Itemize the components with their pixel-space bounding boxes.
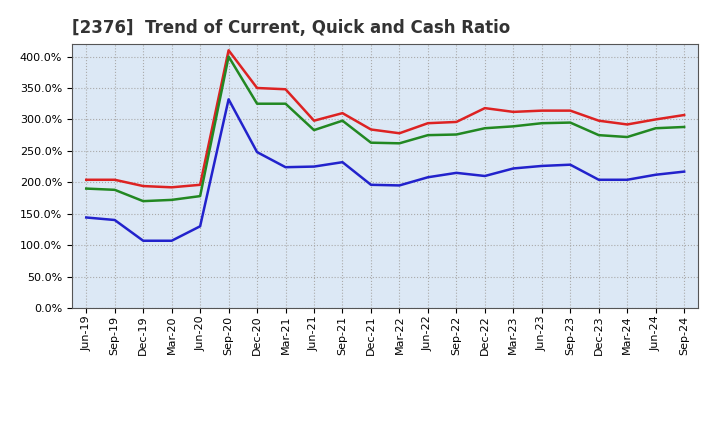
Cash Ratio [338,160,347,165]
Quick Ratio [167,197,176,202]
Quick Ratio [509,124,518,129]
Current Ratio [282,87,290,92]
Current Ratio [680,112,688,117]
Cash Ratio [196,224,204,229]
Cash Ratio [423,175,432,180]
Cash Ratio [82,215,91,220]
Quick Ratio [139,198,148,204]
Current Ratio [366,127,375,132]
Quick Ratio [196,194,204,199]
Current Ratio [110,177,119,183]
Quick Ratio [680,125,688,130]
Cash Ratio [537,163,546,169]
Quick Ratio [452,132,461,137]
Cash Ratio [509,166,518,171]
Current Ratio [82,177,91,183]
Current Ratio [196,182,204,187]
Current Ratio [480,106,489,111]
Line: Current Ratio: Current Ratio [86,50,684,187]
Quick Ratio [423,132,432,138]
Current Ratio [395,131,404,136]
Cash Ratio [139,238,148,243]
Current Ratio [595,118,603,123]
Current Ratio [310,118,318,123]
Cash Ratio [652,172,660,177]
Cash Ratio [566,162,575,167]
Cash Ratio [480,173,489,179]
Quick Ratio [338,118,347,123]
Quick Ratio [282,101,290,106]
Current Ratio [423,121,432,126]
Cash Ratio [680,169,688,174]
Cash Ratio [452,170,461,176]
Line: Quick Ratio: Quick Ratio [86,57,684,201]
Cash Ratio [167,238,176,243]
Current Ratio [225,48,233,53]
Cash Ratio [225,97,233,102]
Quick Ratio [110,187,119,192]
Quick Ratio [623,134,631,139]
Quick Ratio [537,121,546,126]
Quick Ratio [253,101,261,106]
Current Ratio [452,119,461,125]
Current Ratio [509,109,518,114]
Current Ratio [167,185,176,190]
Cash Ratio [310,164,318,169]
Quick Ratio [395,141,404,146]
Current Ratio [537,108,546,113]
Current Ratio [139,183,148,189]
Current Ratio [566,108,575,113]
Current Ratio [253,85,261,91]
Quick Ratio [652,125,660,131]
Quick Ratio [225,54,233,59]
Cash Ratio [395,183,404,188]
Cash Ratio [253,150,261,155]
Cash Ratio [595,177,603,183]
Line: Cash Ratio: Cash Ratio [86,99,684,241]
Quick Ratio [82,186,91,191]
Cash Ratio [366,182,375,187]
Quick Ratio [595,132,603,138]
Quick Ratio [566,120,575,125]
Current Ratio [652,117,660,122]
Cash Ratio [282,165,290,170]
Current Ratio [623,122,631,127]
Quick Ratio [366,140,375,145]
Cash Ratio [110,217,119,223]
Current Ratio [338,110,347,116]
Text: [2376]  Trend of Current, Quick and Cash Ratio: [2376] Trend of Current, Quick and Cash … [72,19,510,37]
Quick Ratio [480,125,489,131]
Quick Ratio [310,128,318,133]
Cash Ratio [623,177,631,183]
